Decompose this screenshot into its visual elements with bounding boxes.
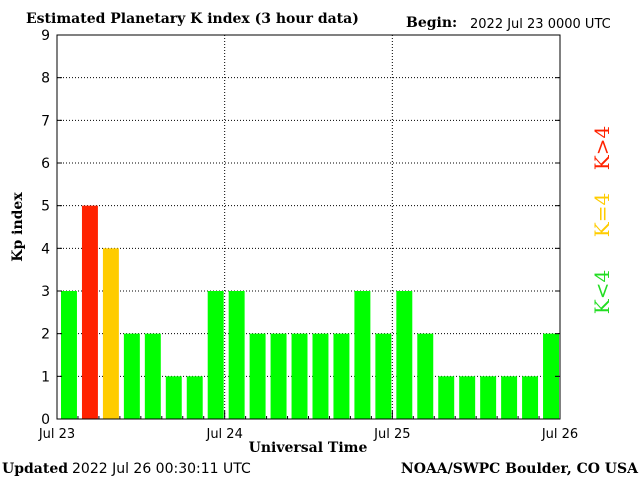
legend-entry: K>4	[590, 126, 614, 170]
kp-bar	[480, 376, 497, 419]
kp-bar	[291, 333, 308, 419]
chart-title: Estimated Planetary K index (3 hour data…	[26, 11, 359, 27]
kp-bar	[543, 333, 559, 419]
kp-bar	[102, 248, 119, 419]
y-axis-label: Kp index	[10, 192, 26, 262]
kp-bar	[522, 376, 539, 419]
x-tick-label: Jul 25	[373, 427, 410, 442]
kp-bar	[207, 291, 224, 419]
y-tick-label: 8	[41, 71, 50, 87]
x-tick-label: Jul 24	[205, 427, 242, 442]
begin-value: 2022 Jul 23 0000 UTC	[470, 17, 611, 32]
begin-label: Begin:	[406, 15, 457, 31]
x-tick-label: Jul 26	[541, 427, 578, 442]
y-tick-label: 7	[41, 113, 50, 129]
updated-value: 2022 Jul 26 00:30:11 UTC	[72, 461, 251, 477]
y-tick-label: 0	[41, 412, 50, 428]
x-axis-label: Universal Time	[249, 440, 368, 456]
grid	[57, 35, 560, 419]
y-tick-label: 2	[41, 327, 50, 343]
y-tick-label: 3	[41, 284, 50, 300]
kp-bar	[144, 333, 161, 419]
source-credit: NOAA/SWPC Boulder, CO USA	[401, 461, 639, 477]
kp-bar	[354, 291, 371, 419]
kp-bar	[186, 376, 203, 419]
kp-bar	[312, 333, 329, 419]
kp-bar	[61, 291, 77, 419]
x-axis-ticks: Jul 23 Jul 24 Jul 25 Jul 26	[38, 411, 578, 442]
legend-entry: K<4	[590, 270, 614, 314]
kp-bar	[123, 333, 140, 419]
y-tick-label: 4	[41, 241, 50, 257]
kp-bar	[165, 376, 182, 419]
y-tick-label: 1	[41, 369, 50, 385]
y-tick-label: 5	[41, 199, 50, 215]
kp-bar	[375, 333, 392, 419]
kp-bar	[417, 333, 434, 419]
updated-label: Updated	[2, 461, 68, 477]
kp-bar	[501, 376, 518, 419]
bars	[61, 205, 559, 419]
y-tick-label: 9	[41, 28, 50, 44]
legend-entry: K=4	[590, 193, 614, 237]
y-tick-label: 6	[41, 156, 50, 172]
kp-bar	[438, 376, 455, 419]
legend: K<4 K=4 K>4	[590, 126, 614, 314]
kp-bar	[459, 376, 476, 419]
kp-bar	[249, 333, 266, 419]
x-tick-label: Jul 23	[38, 427, 75, 442]
y-axis-ticks: 0 1 2 3 4 5 6 7 8 9	[41, 28, 560, 428]
kp-bar	[270, 333, 287, 419]
kp-bar	[333, 333, 350, 419]
kp-bar	[396, 291, 413, 419]
kp-bar	[228, 291, 245, 419]
kp-bar	[81, 205, 98, 419]
